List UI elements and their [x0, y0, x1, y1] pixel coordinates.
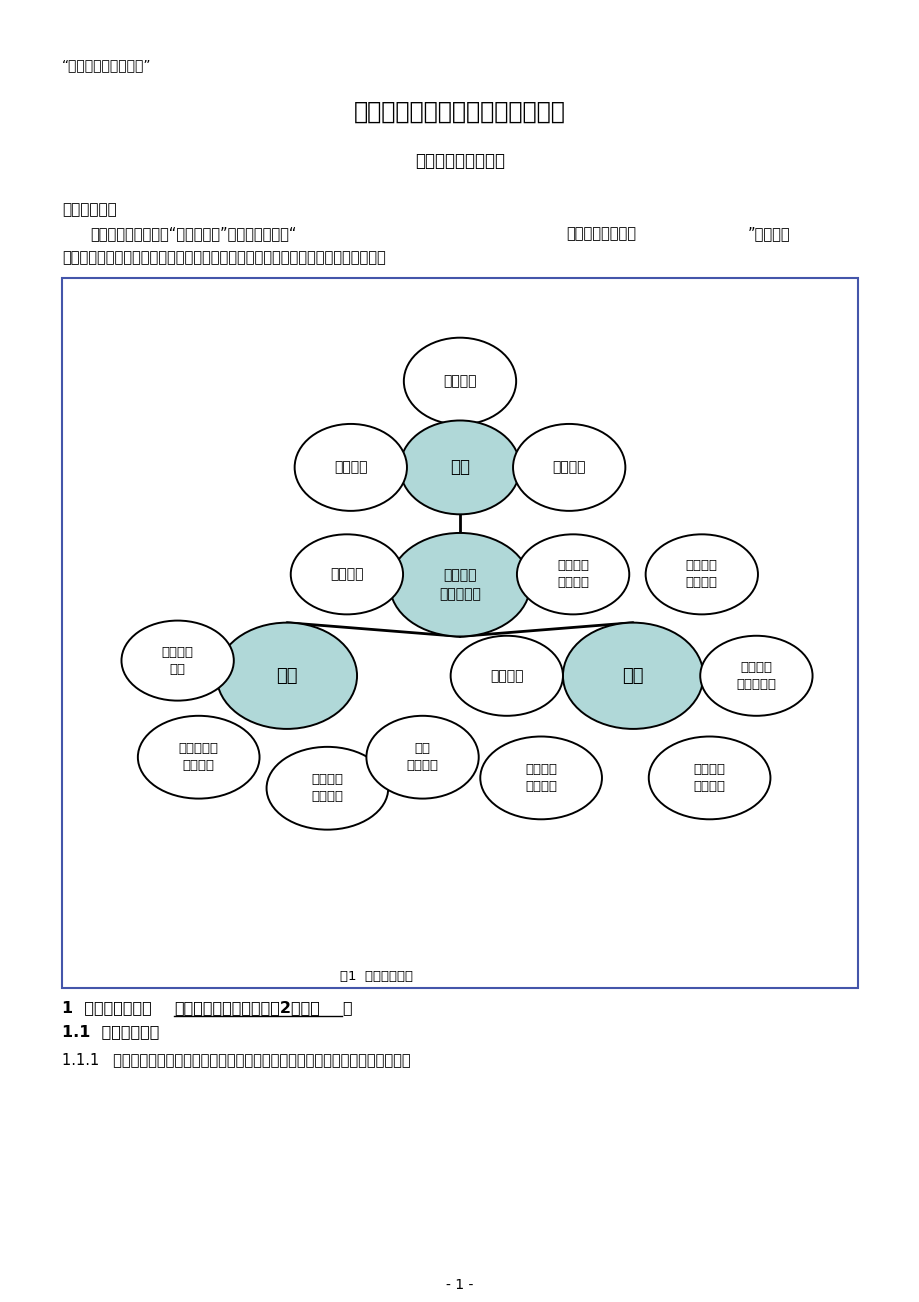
Text: 工程设计
表达、实施: 工程设计 表达、实施 — [735, 661, 776, 691]
Ellipse shape — [516, 534, 629, 615]
Ellipse shape — [699, 635, 811, 716]
Text: ）: ） — [342, 1000, 351, 1016]
Text: 1.1  德育素质标准: 1.1 德育素质标准 — [62, 1023, 159, 1039]
Text: 获取信息
更新知识: 获取信息 更新知识 — [693, 763, 725, 793]
Text: 1  人格体系标准（: 1 人格体系标准（ — [62, 1000, 152, 1016]
Text: 人格: 人格 — [449, 458, 470, 477]
Text: 身体素质: 身体素质 — [334, 461, 368, 474]
Text: 工程
技术规范: 工程 技术规范 — [406, 742, 438, 772]
Ellipse shape — [645, 534, 757, 615]
Text: 能力: 能力 — [622, 667, 643, 685]
Ellipse shape — [480, 737, 601, 819]
Text: 工具运用
知识: 工具运用 知识 — [162, 646, 193, 676]
Ellipse shape — [390, 533, 529, 637]
Ellipse shape — [138, 716, 259, 798]
Ellipse shape — [290, 534, 403, 615]
Ellipse shape — [648, 737, 769, 819]
Text: 北京化工大学化工工程师培养标准: 北京化工大学化工工程师培养标准 — [354, 100, 565, 124]
Ellipse shape — [216, 622, 357, 729]
Ellipse shape — [562, 622, 703, 729]
Ellipse shape — [513, 424, 625, 510]
Text: 知识: 知识 — [276, 667, 297, 685]
Text: 1.1.1   掌握马克思主义、毛泽东思想和邓小平理论的基本原理，掌握中国特色社会主: 1.1.1 掌握马克思主义、毛泽东思想和邓小平理论的基本原理，掌握中国特色社会主 — [62, 1052, 410, 1068]
Text: 一、培养标准: 一、培养标准 — [62, 202, 117, 217]
Ellipse shape — [450, 635, 562, 716]
Text: 通识知识: 通识知识 — [330, 568, 363, 582]
Text: 系统思维
创造思维: 系统思维 创造思维 — [685, 560, 717, 590]
Text: 塑造卓越
工程师人才: 塑造卓越 工程师人才 — [438, 569, 481, 602]
Ellipse shape — [403, 337, 516, 424]
Text: 生物工程专业实验班: 生物工程专业实验班 — [414, 152, 505, 171]
Text: 本标准包含了本科、硕士2个阶段: 本标准包含了本科、硕士2个阶段 — [174, 1000, 320, 1016]
Text: 知识、能力、人格: 知识、能力、人格 — [565, 227, 635, 241]
FancyBboxPatch shape — [62, 279, 857, 988]
Ellipse shape — [267, 747, 388, 829]
Text: ”三个主要: ”三个主要 — [747, 227, 789, 241]
Text: 组织管理: 组织管理 — [490, 669, 523, 682]
Text: 发现问题
解决问题: 发现问题 解决问题 — [557, 560, 588, 590]
Ellipse shape — [121, 621, 233, 700]
Text: “卓越工程师培养计划”: “卓越工程师培养计划” — [62, 59, 152, 72]
Ellipse shape — [366, 716, 478, 798]
Text: 图1  培养标准体系: 图1 培养标准体系 — [340, 970, 413, 983]
Text: 综合素质: 综合素质 — [551, 461, 585, 474]
Text: 专业基础、
实验技术: 专业基础、 实验技术 — [178, 742, 219, 772]
Ellipse shape — [294, 424, 406, 510]
Text: 国际视野
交流合作: 国际视野 交流合作 — [525, 763, 557, 793]
Text: 学科方向
技术理论: 学科方向 技术理论 — [311, 773, 343, 803]
Text: - 1 -: - 1 - — [446, 1279, 473, 1292]
Text: 德育素质: 德育素质 — [443, 374, 476, 388]
Text: 方面拓展、细化，构建知识体系并着重培养学生的综合素质和面向未来的实践能力。: 方面拓展、细化，构建知识体系并着重培养学生的综合素质和面向未来的实践能力。 — [62, 250, 385, 266]
Ellipse shape — [400, 421, 519, 514]
Text: 本标准以塑造本专业“卓越工程师”人才为中心，从“: 本标准以塑造本专业“卓越工程师”人才为中心，从“ — [90, 227, 296, 241]
